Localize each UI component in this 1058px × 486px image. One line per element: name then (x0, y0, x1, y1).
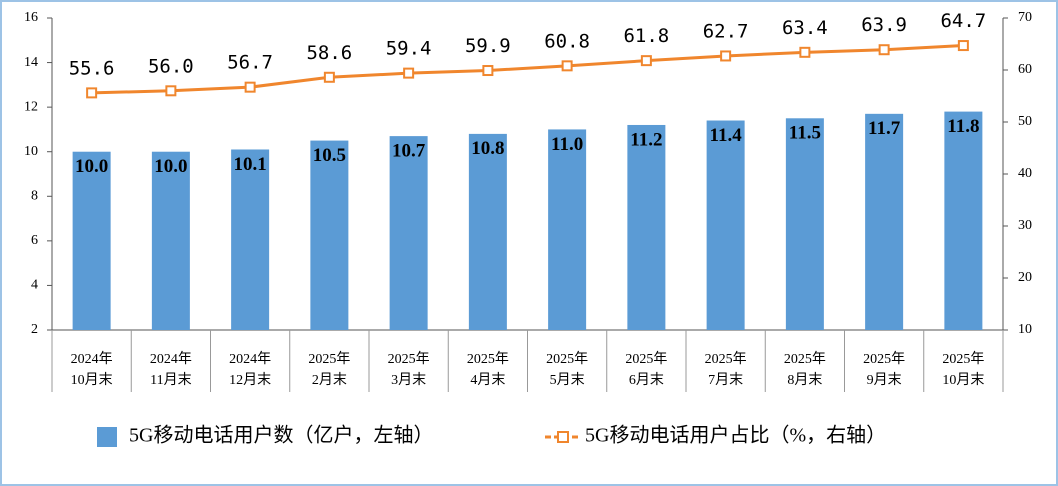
line-label: 61.8 (623, 25, 669, 47)
y2-tick-label: 30 (1018, 218, 1032, 233)
line-label: 59.9 (465, 35, 511, 57)
line-label: 58.6 (306, 42, 352, 64)
x-tick-label: 2025年 (863, 351, 905, 367)
bar-label: 11.8 (947, 116, 979, 137)
bar (706, 120, 745, 330)
marker (165, 85, 177, 97)
marker (878, 44, 890, 56)
bar-label: 11.2 (630, 129, 662, 150)
y-tick-label: 16 (24, 10, 38, 25)
legend-label: 5G移动电话用户占比（%，右轴） (585, 424, 886, 447)
marker (720, 50, 732, 62)
marker (561, 60, 573, 72)
legend-swatch (97, 427, 117, 447)
legend-label: 5G移动电话用户数（亿户，左轴） (129, 424, 433, 447)
bar-label: 11.7 (868, 118, 901, 139)
line-label: 56.7 (227, 52, 273, 74)
bar-label: 10.8 (471, 138, 504, 159)
marker (403, 67, 415, 79)
legend-marker (557, 431, 569, 443)
y-tick-label: 12 (24, 99, 38, 114)
bar (151, 151, 190, 330)
y-tick-label: 10 (24, 144, 38, 159)
bar-label: 11.5 (789, 123, 821, 144)
bar-label: 10.5 (313, 145, 346, 166)
x-tick-label: 8月末 (787, 372, 822, 388)
x-tick-label: 2025年 (308, 351, 350, 367)
line-label: 64.7 (940, 10, 986, 32)
x-tick-label: 6月末 (629, 372, 664, 388)
x-tick-label: 2024年 (71, 351, 113, 367)
y2-tick-label: 50 (1018, 114, 1032, 129)
x-tick-label: 2024年 (229, 351, 271, 367)
y2-tick-label: 10 (1018, 322, 1032, 337)
x-tick-label: 2025年 (784, 351, 826, 367)
bar-label: 10.0 (154, 156, 187, 177)
x-tick-label: 2025年 (705, 351, 747, 367)
y-tick-label: 14 (24, 55, 38, 70)
bar-label: 10.1 (234, 154, 267, 175)
x-tick-label: 5月末 (550, 372, 585, 388)
bar (548, 129, 587, 330)
x-tick-label: 10月末 (942, 372, 984, 388)
line-label: 60.8 (544, 30, 590, 52)
bar-label: 10.0 (75, 156, 108, 177)
x-tick-label: 12月末 (229, 372, 271, 388)
y-tick-label: 8 (31, 189, 38, 204)
x-tick-label: 2025年 (467, 351, 509, 367)
marker (323, 71, 335, 83)
x-tick-label: 2024年 (150, 351, 192, 367)
x-tick-label: 2025年 (625, 351, 667, 367)
bar (944, 111, 983, 330)
bar (389, 136, 428, 330)
marker (244, 81, 256, 93)
marker (640, 55, 652, 67)
marker (957, 40, 969, 52)
x-tick-label: 2025年 (388, 351, 430, 367)
x-tick-label: 2025年 (942, 351, 984, 367)
line-label: 56.0 (148, 55, 194, 77)
bar-label: 11.0 (551, 134, 583, 155)
x-tick-label: 10月末 (71, 372, 113, 388)
line-label: 59.4 (386, 38, 432, 60)
marker (799, 46, 811, 58)
line-label: 63.9 (861, 14, 907, 36)
bar (785, 118, 824, 331)
bar (310, 140, 349, 330)
line-label: 63.4 (782, 17, 828, 39)
x-tick-label: 4月末 (470, 372, 505, 388)
y2-tick-label: 20 (1018, 270, 1032, 285)
x-tick-label: 2月末 (312, 372, 347, 388)
y-tick-label: 6 (31, 233, 38, 248)
bar (627, 124, 666, 330)
line-label: 62.7 (703, 20, 749, 42)
bar (231, 149, 270, 330)
line (91, 44, 964, 95)
bar (72, 151, 111, 330)
marker (86, 87, 98, 99)
y2-tick-label: 60 (1018, 62, 1032, 77)
bar-label: 10.7 (392, 140, 426, 161)
x-tick-label: 3月末 (391, 372, 426, 388)
x-tick-label: 2025年 (546, 351, 588, 367)
bar-label: 11.4 (710, 125, 743, 146)
x-tick-label: 9月末 (867, 372, 902, 388)
bar (865, 113, 904, 330)
x-tick-label: 7月末 (708, 372, 743, 388)
y2-tick-label: 70 (1018, 10, 1032, 25)
y-tick-label: 2 (31, 322, 38, 337)
bar (468, 133, 507, 330)
y-tick-label: 4 (31, 278, 38, 293)
x-tick-label: 11月末 (150, 372, 191, 388)
line-label: 55.6 (69, 57, 115, 79)
y2-tick-label: 40 (1018, 166, 1032, 181)
marker (482, 65, 494, 77)
